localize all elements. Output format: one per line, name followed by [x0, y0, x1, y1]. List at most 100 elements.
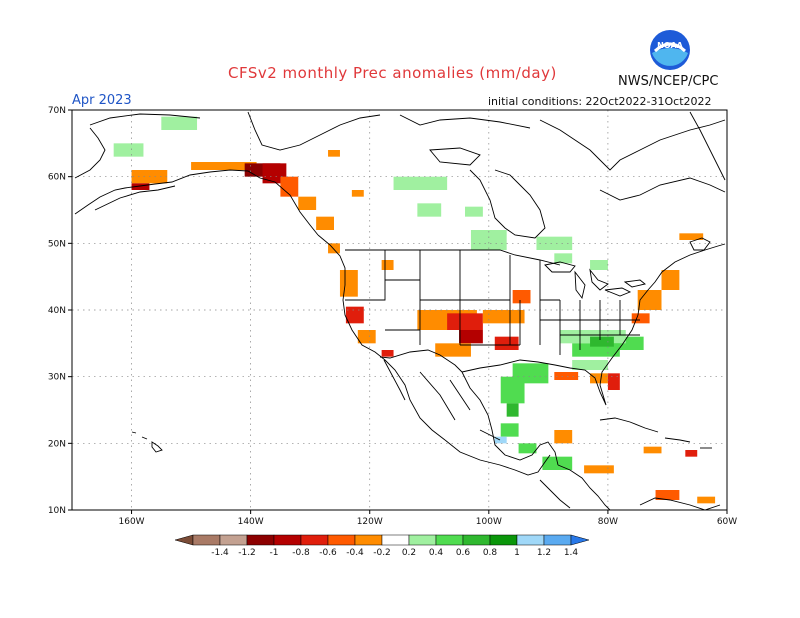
anomaly-patch: [554, 253, 573, 264]
anomaly-patch: [417, 203, 442, 217]
anomaly-patch: [554, 372, 579, 380]
valid-month-label: Apr 2023: [72, 93, 132, 108]
colorbar-label: 0.8: [483, 548, 498, 558]
lat-label: 10N: [48, 506, 66, 516]
colorbar: -1.4 -1.2 -1 -0.8 -0.6 -0.4 -0.2 0.2 0.4 0.6 0.8 1 1…: [174, 534, 590, 558]
map-title: CFSv2 monthly Prec anomalies (mm/day): [228, 64, 557, 82]
anomaly-patch: [381, 350, 394, 357]
colorbar-swatch: [489, 534, 518, 546]
colorbar-label: -1.4: [211, 548, 229, 558]
anomaly-patch: [590, 373, 608, 384]
coastlines: [74, 111, 726, 510]
anomaly-patch: [191, 162, 257, 170]
colorbar-swatch: [219, 534, 248, 546]
colorbar-swatch: [354, 534, 383, 546]
colorbar-swatch: [408, 534, 437, 546]
anomaly-patch: [655, 490, 680, 500]
colorbar-label: 0.6: [456, 548, 471, 558]
anomaly-patch: [113, 143, 144, 157]
anomaly-patch: [459, 330, 483, 344]
anomaly-patch: [328, 150, 340, 157]
anomaly-patch: [345, 306, 364, 324]
colorbar-swatch: [543, 534, 572, 546]
lon-label: 100W: [476, 517, 502, 527]
colorbar-label: -0.8: [292, 548, 310, 558]
anomaly-patch: [506, 403, 519, 417]
anomaly-patch: [482, 310, 525, 324]
anomaly-patch: [262, 163, 287, 184]
colorbar-min-arrow: [174, 534, 194, 546]
colorbar-swatch: [300, 534, 329, 546]
colorbar-label: 1.2: [537, 548, 551, 558]
anomaly-patch: [381, 260, 394, 270]
colorbar-label: -0.6: [319, 548, 337, 558]
lon-label: 80W: [598, 517, 618, 527]
anomaly-patch: [351, 190, 364, 197]
colorbar-swatch: [192, 534, 221, 546]
anomaly-patch: [339, 270, 358, 297]
anomaly-patch: [631, 313, 650, 324]
anomaly-patch: [494, 436, 507, 444]
lat-label: 50N: [48, 239, 66, 249]
colorbar-swatch: [435, 534, 464, 546]
lon-label: 120W: [357, 517, 383, 527]
anomaly-patch: [316, 216, 334, 230]
anomaly-patch: [447, 313, 483, 330]
colorbar-label: -0.2: [373, 548, 391, 558]
colorbar-label: 0.4: [429, 548, 444, 558]
anomaly-patch: [572, 360, 608, 370]
anomaly-patch: [328, 243, 340, 254]
colorbar-label: 1.4: [564, 548, 579, 558]
anomaly-patch: [465, 206, 483, 217]
colorbar-max-arrow: [570, 534, 590, 546]
anomaly-patch: [584, 465, 614, 474]
colorbar-swatch: [327, 534, 356, 546]
lon-label: 140W: [238, 517, 264, 527]
agency-label: NWS/NCEP/CPC: [618, 74, 719, 89]
anomaly-patches: [113, 116, 716, 504]
anomaly-patch: [435, 343, 471, 357]
colorbar-swatch: [273, 534, 302, 546]
lat-label: 40N: [48, 306, 66, 316]
colorbar-label: -1.2: [238, 548, 256, 558]
anomaly-patch: [661, 270, 680, 290]
anomaly-patch: [161, 116, 198, 130]
colorbar-label: -0.4: [346, 548, 364, 558]
anomaly-patch: [536, 236, 573, 250]
lat-label: 60N: [48, 173, 66, 183]
anomaly-patch: [607, 373, 620, 390]
anomaly-patch: [518, 443, 537, 454]
anomaly-patch: [512, 290, 531, 304]
anomaly-patch: [500, 376, 525, 404]
colorbar-swatch: [381, 534, 410, 546]
lat-label: 70N: [48, 106, 66, 116]
lat-label: 30N: [48, 373, 66, 383]
longitude-labels: 160W 140W 120W 100W 80W 60W: [119, 510, 737, 527]
anomaly-patch: [298, 196, 317, 210]
lat-label: 20N: [48, 439, 66, 449]
colorbar-label: 1: [514, 548, 520, 558]
svg-text:NOAA: NOAA: [657, 41, 683, 50]
lon-label: 160W: [119, 517, 145, 527]
anomaly-patch: [357, 330, 376, 344]
anomaly-patch: [500, 423, 519, 437]
lat-lon-gridlines: [72, 110, 727, 510]
initial-conditions-label: initial conditions: 22Oct2022-31Oct2022: [488, 95, 712, 108]
noaa-logo-icon: NOAA: [650, 30, 690, 70]
anomaly-patch: [494, 336, 519, 350]
anomaly-patch: [697, 496, 716, 504]
anomaly-patch: [590, 260, 608, 270]
anomaly-patch: [393, 176, 448, 190]
colorbar-label: 0.2: [402, 548, 416, 558]
lon-label: 60W: [717, 517, 737, 527]
anomaly-patch: [470, 230, 507, 250]
anomaly-patch: [643, 446, 662, 454]
colorbar-swatch: [462, 534, 491, 546]
colorbar-swatch: [516, 534, 545, 546]
latitude-labels: 70N 60N 50N 40N 30N 20N 10N: [48, 106, 72, 516]
anomaly-patch: [280, 176, 299, 197]
anomaly-patch: [131, 183, 150, 190]
anomaly-patch: [679, 233, 704, 240]
anomaly-patch: [685, 450, 698, 457]
